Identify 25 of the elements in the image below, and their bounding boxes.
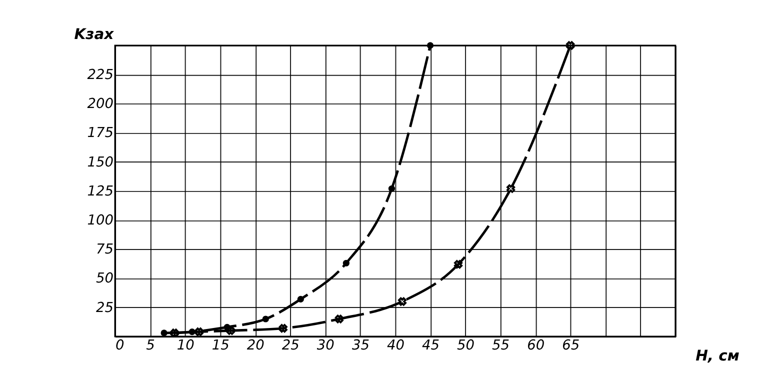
y-tick-label: 100 xyxy=(87,212,114,228)
x-tick-label: 55 xyxy=(492,338,510,354)
x-tick-label: 15 xyxy=(212,338,230,354)
x-tick-label: 10 xyxy=(176,338,195,354)
x-tick-label: 60 xyxy=(527,338,545,354)
y-tick-label: 50 xyxy=(96,270,114,287)
x-tick-label: 0 xyxy=(116,338,125,354)
y-axis-title: Kзах xyxy=(74,26,114,44)
x-tick-label: 65 xyxy=(562,338,580,354)
x-tick-label: 5 xyxy=(146,338,155,354)
y-tick-label: 225 xyxy=(87,66,114,83)
x-tick-label: 45 xyxy=(422,338,440,354)
x-tick-label: 50 xyxy=(457,338,475,354)
x-tick-label: 35 xyxy=(352,338,370,354)
y-tick-label: 75 xyxy=(96,242,114,258)
y-tick-label: 200 xyxy=(87,96,114,112)
y-tick-label: 125 xyxy=(87,183,114,200)
x-tick-label: 25 xyxy=(282,338,300,354)
x-axis-title: H, см xyxy=(696,348,740,365)
y-tick-label: 150 xyxy=(87,154,114,170)
y-tick-label: 25 xyxy=(96,300,114,316)
y-tick-label: 175 xyxy=(87,125,114,142)
x-tick-label: 40 xyxy=(386,338,405,354)
x-tick-label: 30 xyxy=(316,338,335,354)
x-tick-label: 20 xyxy=(246,338,265,354)
